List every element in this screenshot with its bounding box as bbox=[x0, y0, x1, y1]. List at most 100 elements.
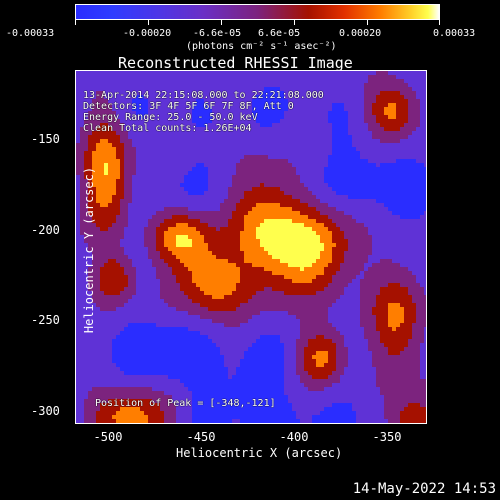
heatmap-cell bbox=[104, 91, 108, 95]
heatmap-cell bbox=[240, 287, 244, 291]
heatmap-cell bbox=[416, 203, 420, 207]
heatmap-cell bbox=[276, 79, 280, 83]
heatmap-cell bbox=[368, 107, 372, 111]
heatmap-cell bbox=[388, 99, 392, 103]
heatmap-cell bbox=[112, 171, 116, 175]
heatmap-cell bbox=[316, 255, 320, 259]
heatmap-cell bbox=[236, 255, 240, 259]
heatmap-cell bbox=[152, 79, 156, 83]
heatmap-cell bbox=[164, 167, 168, 171]
heatmap-cell bbox=[212, 211, 216, 215]
heatmap-cell bbox=[160, 279, 164, 283]
heatmap-cell bbox=[108, 255, 112, 259]
heatmap-cell bbox=[136, 71, 140, 75]
heatmap-cell bbox=[200, 103, 204, 107]
heatmap-cell bbox=[184, 223, 188, 227]
heatmap-cell bbox=[276, 255, 280, 259]
heatmap-cell bbox=[244, 279, 248, 283]
heatmap-cell bbox=[88, 219, 92, 223]
heatmap-cell bbox=[300, 251, 304, 255]
heatmap-cell bbox=[344, 243, 348, 247]
heatmap-cell bbox=[288, 227, 292, 231]
heatmap-cell bbox=[292, 215, 296, 219]
heatmap-cell bbox=[264, 79, 268, 83]
heatmap-cell bbox=[308, 259, 312, 263]
heatmap-cell bbox=[80, 171, 84, 175]
heatmap-cell bbox=[240, 155, 244, 159]
heatmap-cell bbox=[316, 135, 320, 139]
heatmap-cell bbox=[412, 183, 416, 187]
heatmap-cell bbox=[104, 175, 108, 179]
heatmap-cell bbox=[132, 219, 136, 223]
heatmap-cell bbox=[120, 107, 124, 111]
heatmap-cell bbox=[424, 171, 426, 175]
heatmap-cell bbox=[192, 247, 196, 251]
heatmap-cell bbox=[192, 75, 196, 79]
heatmap-cell bbox=[320, 123, 324, 127]
heatmap-cell bbox=[300, 255, 304, 259]
heatmap-cell bbox=[208, 231, 212, 235]
heatmap-cell bbox=[232, 95, 236, 99]
heatmap-cell bbox=[124, 227, 128, 231]
heatmap-cell bbox=[360, 75, 364, 79]
heatmap-cell bbox=[168, 199, 172, 203]
heatmap-cell bbox=[168, 275, 172, 279]
heatmap-cell bbox=[160, 115, 164, 119]
heatmap-cell bbox=[180, 271, 184, 275]
heatmap-cell bbox=[136, 131, 140, 135]
heatmap-cell bbox=[260, 179, 264, 183]
heatmap-cell bbox=[332, 87, 336, 91]
heatmap-cell bbox=[88, 127, 92, 131]
heatmap-cell bbox=[168, 179, 172, 183]
heatmap-cell bbox=[232, 211, 236, 215]
heatmap-cell bbox=[352, 111, 356, 115]
heatmap-cell bbox=[216, 135, 220, 139]
heatmap-cell bbox=[136, 127, 140, 131]
heatmap-cell bbox=[240, 247, 244, 251]
heatmap-cell bbox=[88, 99, 92, 103]
heatmap-cell bbox=[340, 179, 344, 183]
heatmap-cell bbox=[128, 159, 132, 163]
heatmap-cell bbox=[400, 99, 404, 103]
heatmap-cell bbox=[100, 295, 104, 299]
heatmap-cell bbox=[100, 171, 104, 175]
heatmap-cell bbox=[204, 199, 208, 203]
heatmap-cell bbox=[416, 135, 420, 139]
heatmap-cell bbox=[124, 211, 128, 215]
heatmap-cell bbox=[408, 211, 412, 215]
heatmap-cell bbox=[96, 107, 100, 111]
heatmap-cell bbox=[268, 235, 272, 239]
heatmap-cell bbox=[288, 175, 292, 179]
heatmap-cell bbox=[168, 131, 172, 135]
heatmap-cell bbox=[324, 147, 328, 151]
heatmap-cell bbox=[408, 163, 412, 167]
heatmap-cell bbox=[364, 119, 368, 123]
heatmap-cell bbox=[208, 271, 212, 275]
heatmap-cell bbox=[296, 119, 300, 123]
heatmap-cell bbox=[284, 287, 288, 291]
heatmap-cell bbox=[120, 139, 124, 143]
heatmap-cell bbox=[188, 255, 192, 259]
heatmap-cell bbox=[136, 103, 140, 107]
heatmap-cell bbox=[316, 291, 320, 295]
heatmap-cell bbox=[128, 135, 132, 139]
heatmap-cell bbox=[348, 151, 352, 155]
heatmap-cell bbox=[388, 235, 392, 239]
heatmap-cell bbox=[292, 183, 296, 187]
heatmap-cell bbox=[396, 283, 400, 287]
heatmap-cell bbox=[104, 223, 108, 227]
heatmap-cell bbox=[296, 259, 300, 263]
heatmap-cell bbox=[108, 171, 112, 175]
heatmap-cell bbox=[144, 219, 148, 223]
heatmap-cell bbox=[192, 171, 196, 175]
heatmap-cell bbox=[128, 283, 132, 287]
heatmap-cell bbox=[276, 291, 280, 295]
heatmap-cell bbox=[348, 203, 352, 207]
heatmap-cell bbox=[204, 159, 208, 163]
heatmap-cell bbox=[388, 287, 392, 291]
heatmap-cell bbox=[416, 223, 420, 227]
heatmap-cell bbox=[116, 99, 120, 103]
heatmap-cell bbox=[184, 179, 188, 183]
heatmap-cell bbox=[196, 291, 200, 295]
heatmap-cell bbox=[300, 159, 304, 163]
